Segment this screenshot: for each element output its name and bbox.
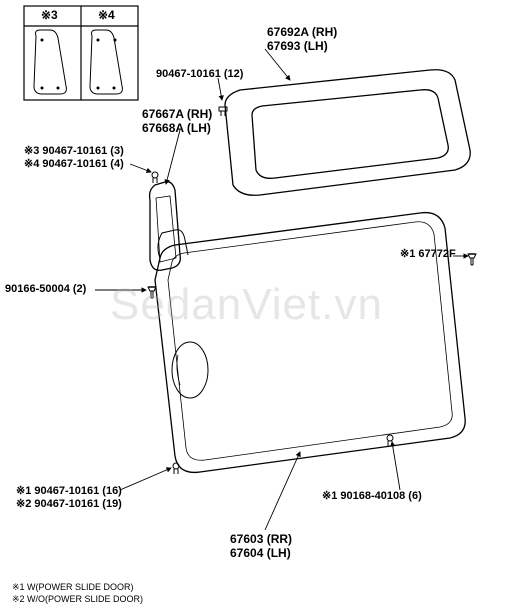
label-main-panel-rr: 67603 (RR)	[230, 532, 292, 546]
label-clip-bottom-19: ※2 90467-10161 (19)	[16, 498, 122, 511]
label-upper-panel-lh: 67693 (LH)	[267, 39, 328, 53]
label-corner-rh: 67667A (RH)	[142, 107, 212, 121]
fasteners	[148, 107, 476, 474]
label-screw-side: 90166-50004 (2)	[5, 283, 86, 296]
label-clip-corner-4: ※4 90467-10161 (4)	[24, 158, 124, 171]
label-clip-upper: 90467-10161 (12)	[156, 68, 243, 81]
inset-col1-label: ※3	[41, 8, 58, 22]
footnote-1: ※1 W(POWER SLIDE DOOR)	[12, 582, 134, 593]
label-clip-bottom-16: ※1 90467-10161 (16)	[16, 485, 122, 498]
diagram-svg	[0, 0, 521, 613]
label-upper-panel-rh: 67692A (RH)	[267, 25, 337, 39]
label-screw-right: ※1 67772F	[400, 248, 456, 261]
parts-diagram: ※3 ※4 67692A (RH) 67693 (LH) 90467-10161…	[0, 0, 521, 613]
inset-col2-label: ※4	[98, 8, 115, 22]
upper-window-panel	[225, 70, 470, 196]
label-clip-corner-3: ※3 90467-10161 (3)	[24, 145, 124, 158]
label-main-panel-lh: 67604 (LH)	[230, 546, 291, 560]
corner-trim-piece	[150, 182, 181, 271]
label-clip-bottom-right: ※1 90168-40108 (6)	[322, 490, 422, 503]
label-corner-lh: 67668A (LH)	[142, 121, 211, 135]
footnote-2: ※2 W/O(POWER SLIDE DOOR)	[12, 594, 143, 605]
